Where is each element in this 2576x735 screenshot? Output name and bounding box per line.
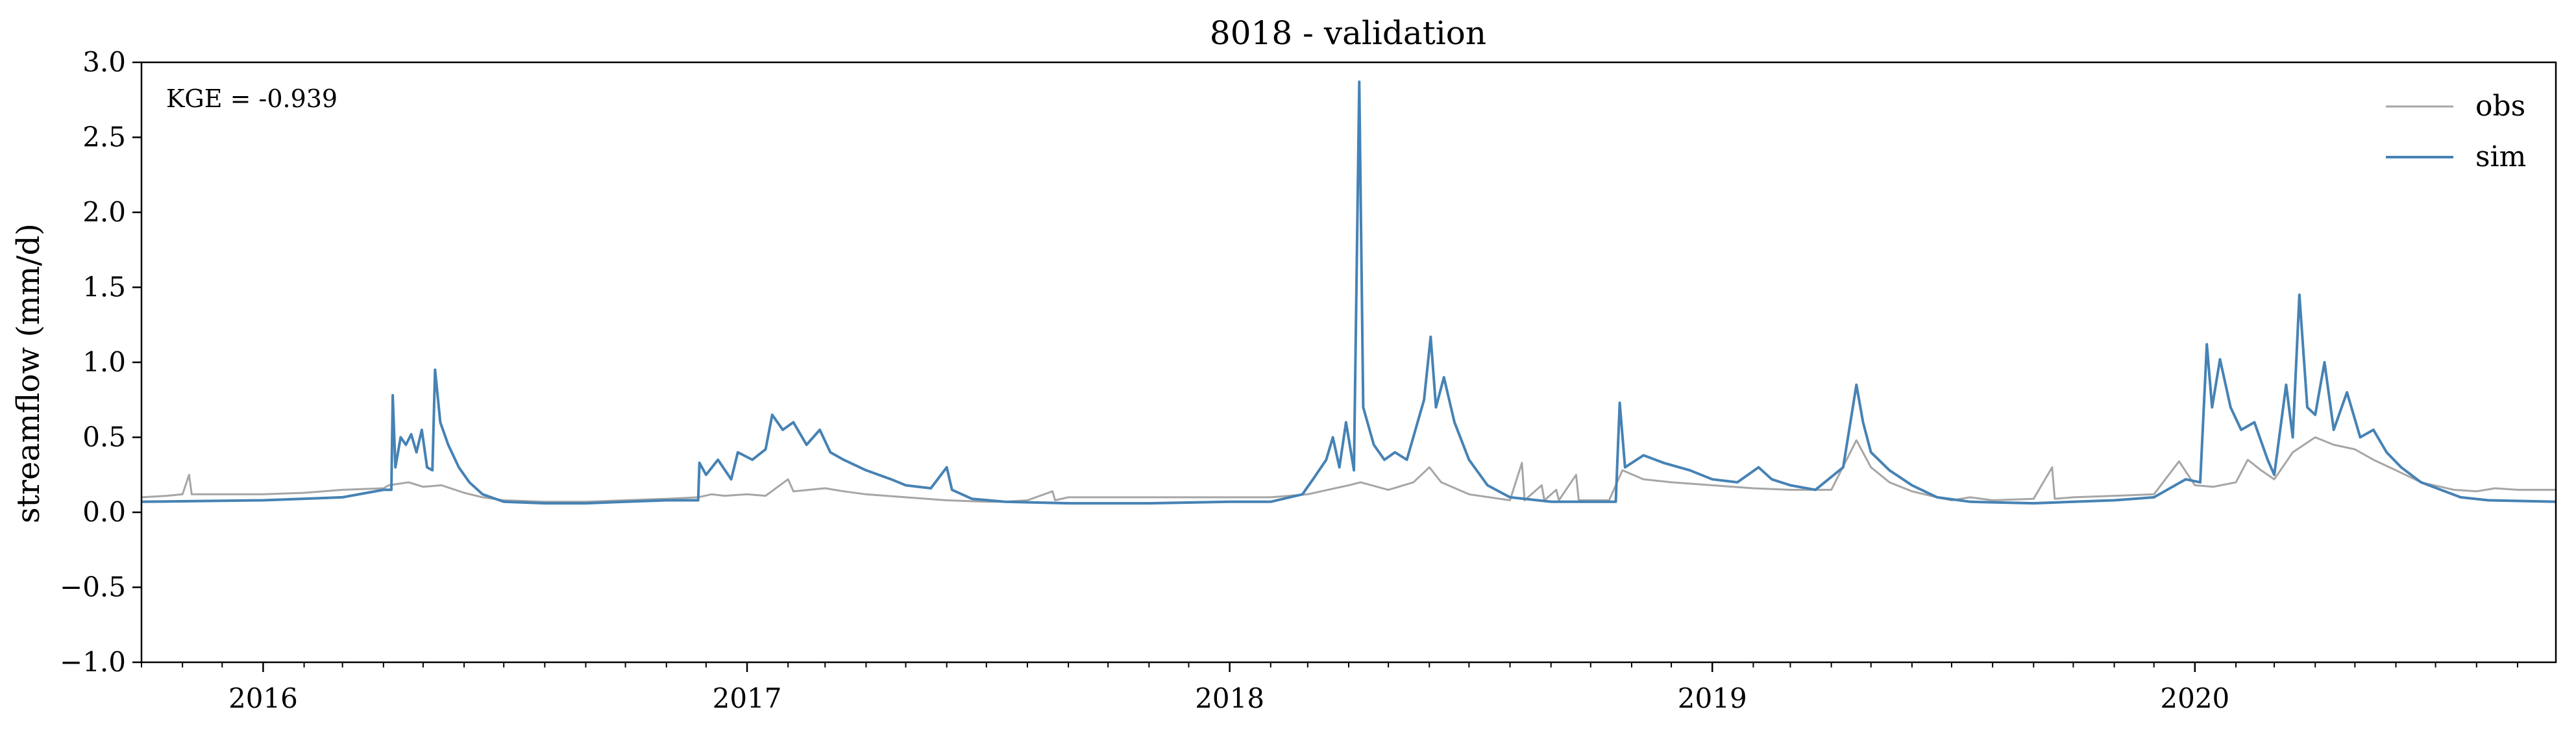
legend-label-sim: sim xyxy=(2475,140,2526,173)
x-tick-label: 2018 xyxy=(1195,682,1264,714)
y-tick-label: 2.5 xyxy=(82,121,126,153)
y-tick-label: −0.5 xyxy=(60,571,126,603)
y-tick-label: −1.0 xyxy=(60,646,126,678)
legend-label-obs: obs xyxy=(2475,90,2525,123)
plot-frame xyxy=(140,61,2557,664)
series-line-sim xyxy=(141,81,2556,505)
plot-area xyxy=(141,81,2556,505)
x-axis-ticks: 2016 2017 2018 2019 2020 xyxy=(141,662,2518,714)
y-tick-label: 0.5 xyxy=(82,421,126,453)
x-tick-label: 2019 xyxy=(1678,682,1747,714)
x-tick-label: 2016 xyxy=(228,682,298,714)
y-tick-label: 1.5 xyxy=(82,271,126,303)
legend: obs sim xyxy=(2386,90,2526,173)
x-tick-label: 2017 xyxy=(713,682,782,714)
kge-annotation: KGE = -0.939 xyxy=(166,84,337,113)
chart-title: 8018 - validation xyxy=(1210,14,1486,52)
y-axis-ticks: −1.0 −0.5 0.0 0.5 1.0 1.5 2.0 2.5 3.0 xyxy=(60,46,141,678)
series-line-obs xyxy=(141,436,2556,503)
x-tick-label: 2020 xyxy=(2160,682,2229,714)
y-tick-label: 1.0 xyxy=(82,346,126,378)
y-tick-label: 2.0 xyxy=(82,196,126,228)
y-tick-label: 0.0 xyxy=(82,496,126,528)
y-tick-label: 3.0 xyxy=(82,46,126,78)
y-axis-label: streamflow (mm/d) xyxy=(10,223,47,523)
